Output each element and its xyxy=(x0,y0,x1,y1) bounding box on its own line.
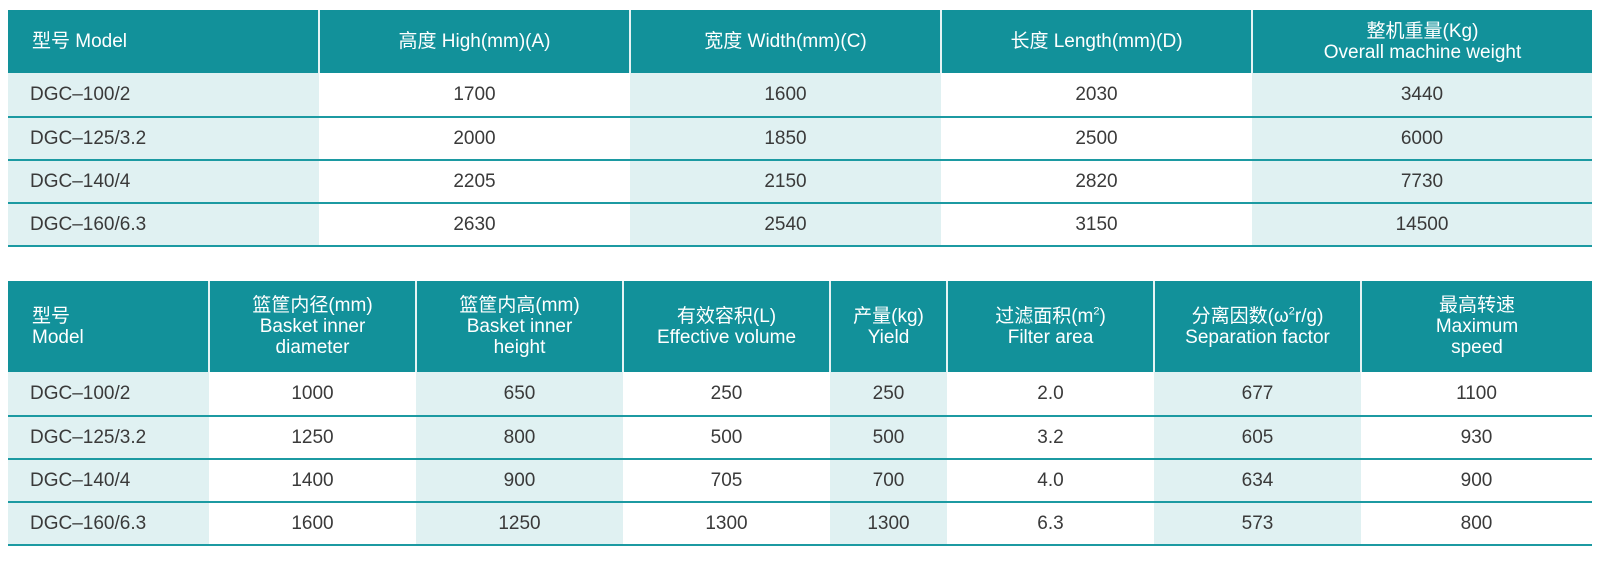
cell-length: 2500 xyxy=(941,117,1252,161)
cell-length: 2820 xyxy=(941,160,1252,204)
cell-height: 2630 xyxy=(319,203,630,247)
cell-basket-height: 1250 xyxy=(416,502,623,546)
cell-basket-height: 650 xyxy=(416,372,623,417)
table-row: DGC–125/3.2 2000 1850 2500 6000 xyxy=(8,117,1592,161)
table-row: DGC–160/6.3 2630 2540 3150 14500 xyxy=(8,203,1592,247)
cell-weight: 7730 xyxy=(1252,160,1592,204)
cell-effective-volume: 500 xyxy=(623,416,830,460)
cell-effective-volume: 1300 xyxy=(623,502,830,546)
cell-model: DGC–140/4 xyxy=(8,160,319,204)
dimensions-table: 型号 Model 高度 High(mm)(A) 宽度 Width(mm)(C) … xyxy=(8,10,1592,247)
cell-model: DGC–125/3.2 xyxy=(8,117,319,161)
header-height: 高度 High(mm)(A) xyxy=(319,10,631,73)
header-row: 型号 Model 篮筐内径(mm) Basket inner diameter … xyxy=(8,281,1592,372)
header-maximum-speed: 最高转速 Maximum speed xyxy=(1361,281,1592,372)
table-row: DGC–100/2 1700 1600 2030 3440 xyxy=(8,73,1592,118)
cell-weight: 6000 xyxy=(1252,117,1592,161)
cell-separation-factor: 573 xyxy=(1154,502,1361,546)
header-filter-area: 过滤面积(m2) Filter area xyxy=(947,281,1155,372)
cell-basket-diameter: 1600 xyxy=(209,502,416,546)
table-row: DGC–140/4 1400 900 705 700 4.0 634 900 xyxy=(8,459,1592,503)
header-basket-inner-diameter: 篮筐内径(mm) Basket inner diameter xyxy=(209,281,417,372)
cell-yield: 250 xyxy=(830,372,947,417)
performance-table: 型号 Model 篮筐内径(mm) Basket inner diameter … xyxy=(8,281,1592,546)
cell-length: 2030 xyxy=(941,73,1252,118)
cell-model: DGC–100/2 xyxy=(8,372,209,417)
cell-width: 1850 xyxy=(630,117,941,161)
table-row: DGC–160/6.3 1600 1250 1300 1300 6.3 573 … xyxy=(8,502,1592,546)
cell-height: 2000 xyxy=(319,117,630,161)
cell-effective-volume: 250 xyxy=(623,372,830,417)
cell-model: DGC–125/3.2 xyxy=(8,416,209,460)
cell-maximum-speed: 930 xyxy=(1361,416,1592,460)
cell-filter-area: 6.3 xyxy=(947,502,1154,546)
header-weight: 整机重量(Kg) Overall machine weight xyxy=(1252,10,1592,73)
header-row: 型号 Model 高度 High(mm)(A) 宽度 Width(mm)(C) … xyxy=(8,10,1592,73)
cell-weight: 14500 xyxy=(1252,203,1592,247)
cell-basket-diameter: 1000 xyxy=(209,372,416,417)
header-separation-factor: 分离因数(ω2r/g) Separation factor xyxy=(1154,281,1362,372)
header-yield: 产量(kg) Yield xyxy=(830,281,948,372)
cell-model: DGC–160/6.3 xyxy=(8,502,209,546)
table-row: DGC–125/3.2 1250 800 500 500 3.2 605 930 xyxy=(8,416,1592,460)
cell-width: 2150 xyxy=(630,160,941,204)
cell-separation-factor: 605 xyxy=(1154,416,1361,460)
cell-yield: 700 xyxy=(830,459,947,503)
cell-model: DGC–140/4 xyxy=(8,459,209,503)
cell-filter-area: 3.2 xyxy=(947,416,1154,460)
table-row: DGC–140/4 2205 2150 2820 7730 xyxy=(8,160,1592,204)
header-model: 型号 Model xyxy=(8,281,210,372)
header-length: 长度 Length(mm)(D) xyxy=(941,10,1253,73)
cell-separation-factor: 634 xyxy=(1154,459,1361,503)
cell-maximum-speed: 1100 xyxy=(1361,372,1592,417)
cell-width: 1600 xyxy=(630,73,941,118)
cell-basket-height: 900 xyxy=(416,459,623,503)
cell-model: DGC–100/2 xyxy=(8,73,319,118)
cell-width: 2540 xyxy=(630,203,941,247)
table-row: DGC–100/2 1000 650 250 250 2.0 677 1100 xyxy=(8,372,1592,417)
cell-effective-volume: 705 xyxy=(623,459,830,503)
header-basket-inner-height: 篮筐内高(mm) Basket inner height xyxy=(416,281,624,372)
header-effective-volume: 有效容积(L) Effective volume xyxy=(623,281,831,372)
cell-basket-diameter: 1250 xyxy=(209,416,416,460)
cell-yield: 500 xyxy=(830,416,947,460)
cell-height: 2205 xyxy=(319,160,630,204)
cell-model: DGC–160/6.3 xyxy=(8,203,319,247)
cell-height: 1700 xyxy=(319,73,630,118)
cell-basket-height: 800 xyxy=(416,416,623,460)
cell-maximum-speed: 900 xyxy=(1361,459,1592,503)
cell-length: 3150 xyxy=(941,203,1252,247)
cell-basket-diameter: 1400 xyxy=(209,459,416,503)
cell-separation-factor: 677 xyxy=(1154,372,1361,417)
header-width: 宽度 Width(mm)(C) xyxy=(630,10,942,73)
cell-yield: 1300 xyxy=(830,502,947,546)
cell-filter-area: 2.0 xyxy=(947,372,1154,417)
cell-filter-area: 4.0 xyxy=(947,459,1154,503)
cell-maximum-speed: 800 xyxy=(1361,502,1592,546)
header-model: 型号 Model xyxy=(8,10,320,73)
cell-weight: 3440 xyxy=(1252,73,1592,118)
